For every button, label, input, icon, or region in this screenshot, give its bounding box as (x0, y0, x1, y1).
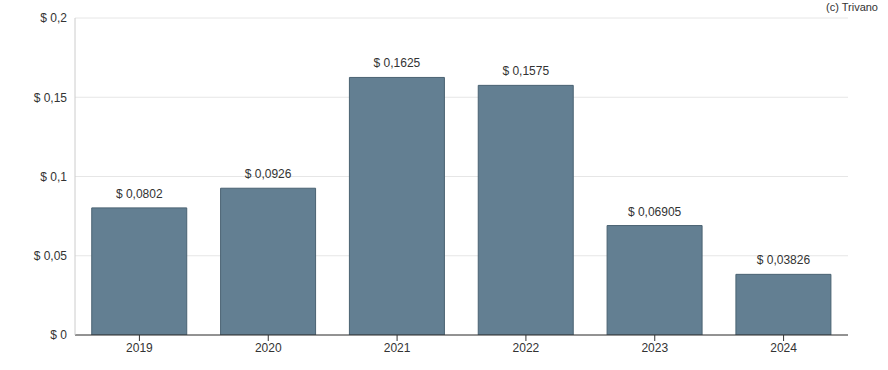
svg-text:$ 0,0926: $ 0,0926 (245, 167, 292, 181)
html-text:(c) Trivano: (c) Trivano (826, 1, 878, 13)
svg-text:$ 0,05: $ 0,05 (34, 249, 68, 263)
svg-text:$ 0,03826: $ 0,03826 (757, 253, 811, 267)
svg-text:$ 0,15: $ 0,15 (34, 91, 68, 105)
svg-text:$ 0,2: $ 0,2 (40, 11, 67, 25)
svg-text:$ 0,0802: $ 0,0802 (116, 187, 163, 201)
svg-text:$ 0,1575: $ 0,1575 (502, 64, 549, 78)
svg-text:2021: 2021 (384, 341, 411, 355)
svg-text:2024: 2024 (770, 341, 797, 355)
svg-text:$ 0,1: $ 0,1 (40, 170, 67, 184)
svg-text:2023: 2023 (641, 341, 668, 355)
svg-text:2022: 2022 (513, 341, 540, 355)
svg-text:$ 0,1625: $ 0,1625 (374, 56, 421, 70)
svg-text:$ 0: $ 0 (50, 328, 67, 342)
svg-text:$ 0,06905: $ 0,06905 (628, 205, 682, 219)
svg-text:2020: 2020 (255, 341, 282, 355)
svg-text:2019: 2019 (126, 341, 153, 355)
